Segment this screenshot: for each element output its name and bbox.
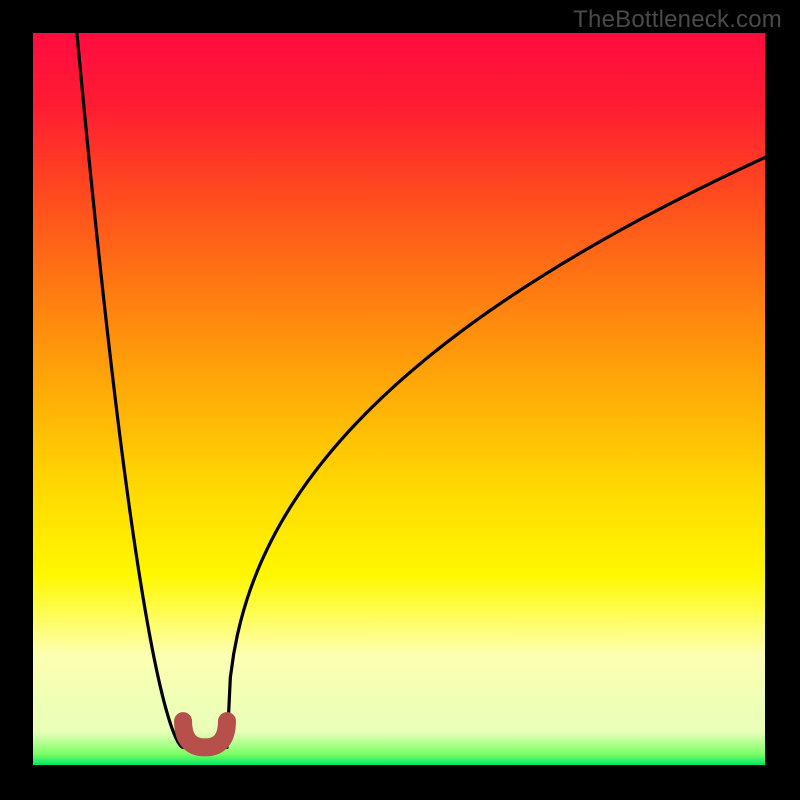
plot-svg [33,33,765,765]
gradient-background [33,33,765,765]
plot-area [33,33,765,765]
watermark-text: TheBottleneck.com [573,6,782,34]
chart-root: TheBottleneck.com [0,0,800,800]
